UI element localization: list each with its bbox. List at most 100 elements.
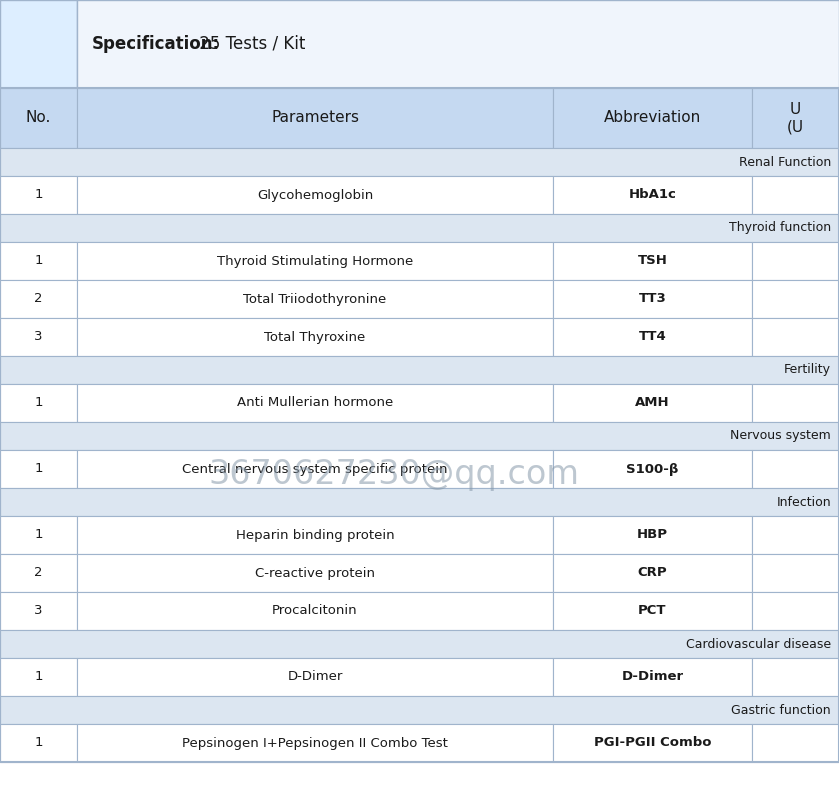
- Bar: [0, 592, 77, 630]
- Text: 1: 1: [34, 529, 43, 541]
- Bar: [77, 242, 553, 280]
- Bar: [77, 592, 553, 630]
- Bar: [0, 488, 839, 516]
- Bar: [553, 176, 752, 214]
- Text: 1: 1: [34, 255, 43, 268]
- Bar: [0, 214, 839, 242]
- Text: PCT: PCT: [638, 605, 666, 618]
- Text: 2: 2: [34, 566, 43, 579]
- Bar: [77, 516, 553, 554]
- Bar: [553, 450, 752, 488]
- Bar: [0, 384, 77, 422]
- Bar: [77, 280, 553, 318]
- Text: 3: 3: [34, 605, 43, 618]
- Bar: [0, 242, 77, 280]
- Text: 1: 1: [34, 736, 43, 750]
- Text: HbA1c: HbA1c: [628, 188, 676, 202]
- Text: Parameters: Parameters: [271, 111, 359, 126]
- Bar: [77, 554, 553, 592]
- Bar: [553, 242, 752, 280]
- Bar: [553, 318, 752, 356]
- Bar: [0, 0, 77, 88]
- Text: 1: 1: [34, 396, 43, 409]
- Text: Renal Function: Renal Function: [739, 155, 831, 168]
- Bar: [752, 318, 839, 356]
- Bar: [0, 516, 77, 554]
- Bar: [0, 318, 77, 356]
- Bar: [752, 176, 839, 214]
- Text: 1: 1: [34, 462, 43, 476]
- Text: TT3: TT3: [638, 292, 666, 305]
- Bar: [553, 724, 752, 762]
- Bar: [0, 724, 77, 762]
- Text: Total Triiodothyronine: Total Triiodothyronine: [243, 292, 387, 305]
- Text: No.: No.: [26, 111, 51, 126]
- Text: Cardiovascular disease: Cardiovascular disease: [685, 638, 831, 650]
- Text: Glycohemoglobin: Glycohemoglobin: [257, 188, 373, 202]
- Bar: [0, 148, 839, 176]
- Text: TSH: TSH: [638, 255, 667, 268]
- Bar: [752, 280, 839, 318]
- Bar: [553, 554, 752, 592]
- Text: AMH: AMH: [635, 396, 670, 409]
- Bar: [0, 696, 839, 724]
- Bar: [77, 724, 553, 762]
- Text: Procalcitonin: Procalcitonin: [272, 605, 358, 618]
- Text: Infection: Infection: [776, 496, 831, 509]
- Text: C-reactive protein: C-reactive protein: [255, 566, 375, 579]
- Text: Specification:: Specification:: [92, 35, 221, 53]
- Text: U
(U: U (U: [787, 102, 804, 135]
- Text: Heparin binding protein: Heparin binding protein: [236, 529, 394, 541]
- Bar: [0, 88, 77, 148]
- Text: Thyroid Stimulating Hormone: Thyroid Stimulating Hormone: [217, 255, 413, 268]
- Text: Thyroid function: Thyroid function: [729, 222, 831, 235]
- Text: 1: 1: [34, 670, 43, 683]
- Bar: [553, 280, 752, 318]
- Text: D-Dimer: D-Dimer: [621, 670, 684, 683]
- Text: 2: 2: [34, 292, 43, 305]
- Bar: [553, 384, 752, 422]
- Bar: [0, 422, 839, 450]
- Bar: [0, 450, 77, 488]
- Text: S100-β: S100-β: [626, 462, 679, 476]
- Bar: [752, 554, 839, 592]
- Bar: [553, 658, 752, 696]
- Text: 1: 1: [34, 188, 43, 202]
- Text: Abbreviation: Abbreviation: [604, 111, 701, 126]
- Bar: [752, 516, 839, 554]
- Bar: [0, 356, 839, 384]
- Bar: [0, 658, 77, 696]
- Text: 3670627230@qq.com: 3670627230@qq.com: [209, 458, 580, 491]
- Text: Nervous system: Nervous system: [730, 429, 831, 442]
- Bar: [553, 88, 752, 148]
- Bar: [77, 88, 553, 148]
- Bar: [752, 592, 839, 630]
- Text: D-Dimer: D-Dimer: [287, 670, 343, 683]
- Bar: [77, 658, 553, 696]
- Bar: [0, 176, 77, 214]
- Text: PGI-PGII Combo: PGI-PGII Combo: [593, 736, 711, 750]
- Bar: [752, 88, 839, 148]
- Text: Central nervous system specific protein: Central nervous system specific protein: [182, 462, 448, 476]
- Bar: [752, 384, 839, 422]
- Text: Fertility: Fertility: [784, 364, 831, 376]
- Bar: [0, 88, 839, 762]
- Bar: [77, 0, 839, 88]
- Text: TT4: TT4: [638, 331, 666, 344]
- Bar: [77, 450, 553, 488]
- Bar: [752, 242, 839, 280]
- Text: Total Thyroxine: Total Thyroxine: [264, 331, 366, 344]
- Bar: [752, 450, 839, 488]
- Bar: [553, 516, 752, 554]
- Bar: [0, 630, 839, 658]
- Bar: [752, 724, 839, 762]
- Text: Pepsinogen I+Pepsinogen II Combo Test: Pepsinogen I+Pepsinogen II Combo Test: [182, 736, 448, 750]
- Bar: [752, 658, 839, 696]
- Bar: [0, 280, 77, 318]
- Text: HBP: HBP: [637, 529, 668, 541]
- Text: Anti Mullerian hormone: Anti Mullerian hormone: [237, 396, 393, 409]
- Bar: [77, 384, 553, 422]
- Bar: [553, 592, 752, 630]
- Text: 25 Tests / Kit: 25 Tests / Kit: [194, 35, 305, 53]
- Bar: [77, 176, 553, 214]
